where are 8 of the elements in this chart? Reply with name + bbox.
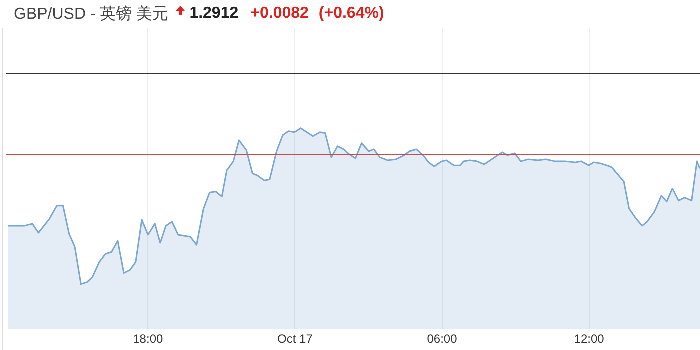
- x-tick-label: Oct 17: [278, 332, 314, 346]
- chart-title: GBP/USD - 英镑 美元: [14, 4, 169, 24]
- text: (+0.64%): [318, 5, 384, 23]
- chart-subtitle: 1.2912: [190, 5, 239, 23]
- x-tick-label: 12:00: [574, 332, 605, 346]
- text: +0.0082: [250, 5, 309, 23]
- x-tick-label: 18:00: [133, 332, 164, 346]
- x-tick-label: 06:00: [427, 332, 458, 346]
